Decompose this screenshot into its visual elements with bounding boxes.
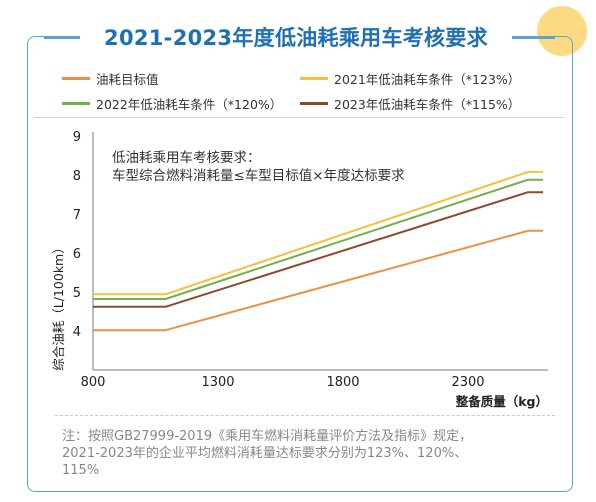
legend-label: 油耗目标值: [96, 72, 159, 87]
title-rule-left: [44, 37, 88, 39]
series-line-3: [93, 191, 543, 308]
title-rule-right: [505, 37, 555, 39]
x-tick-label: 1800: [326, 375, 359, 390]
footnote: 注：按照GB27999-2019《乘用车燃料消耗量评价方法及指标》规定， 202…: [62, 428, 560, 479]
footnote-line-3: 115%: [62, 463, 100, 478]
legend-label: 2023年低油耗车条件（*115%）: [334, 97, 521, 112]
title-container: 2021-2023年度低油耗乘用车考核要求: [80, 22, 512, 52]
chart-annotation-line-2: 车型综合燃料消耗量≤车型目标值×年度达标要求: [112, 167, 405, 184]
legend-divider: [34, 117, 564, 118]
legend-item-2021: 2021年低油耗车条件（*123%）: [300, 69, 520, 88]
series-line-2: [93, 178, 543, 300]
x-axis-label: 整备质量（kg）: [456, 394, 548, 409]
footnote-line-1: 注：按照GB27999-2019《乘用车燃料消耗量评价方法及指标》规定，: [62, 429, 473, 444]
legend-item-target: 油耗目标值: [62, 69, 159, 88]
y-axis-label: 综合油耗（L/100km）: [51, 241, 66, 370]
page-title: 2021-2023年度低油耗乘用车考核要求: [104, 26, 488, 50]
y-tick-label: 8: [73, 169, 81, 184]
series-line-1: [93, 170, 543, 296]
y-tick-label: 9: [73, 130, 81, 145]
chart-annotation-line-1: 低油耗乘用车考核要求：: [112, 149, 261, 166]
x-tick-label: 2300: [451, 375, 484, 390]
legend-swatch: [300, 102, 328, 105]
y-tick-label: 7: [73, 208, 81, 223]
legend-item-2022: 2022年低油耗车条件（*120%）: [62, 94, 282, 113]
x-tick-label: 1300: [201, 375, 234, 390]
y-tick-label: 5: [73, 286, 81, 301]
x-tick-label: 800: [81, 375, 106, 390]
legend-label: 2021年低油耗车条件（*123%）: [334, 72, 521, 87]
legend-label: 2022年低油耗车条件（*120%）: [96, 97, 283, 112]
y-tick-label: 6: [73, 247, 81, 262]
series-line-0: [93, 229, 543, 332]
decorative-sun-circle: [537, 6, 587, 56]
legend-swatch: [300, 77, 328, 80]
footnote-line-2: 2021-2023年的企业平均燃料消耗量达标要求分别为123%、120%、: [62, 446, 468, 461]
legend-swatch: [62, 77, 90, 80]
legend-swatch: [62, 102, 90, 105]
y-tick-label: 4: [73, 325, 81, 340]
note-divider: [55, 415, 555, 416]
legend-item-2023: 2023年低油耗车条件（*115%）: [300, 94, 520, 113]
